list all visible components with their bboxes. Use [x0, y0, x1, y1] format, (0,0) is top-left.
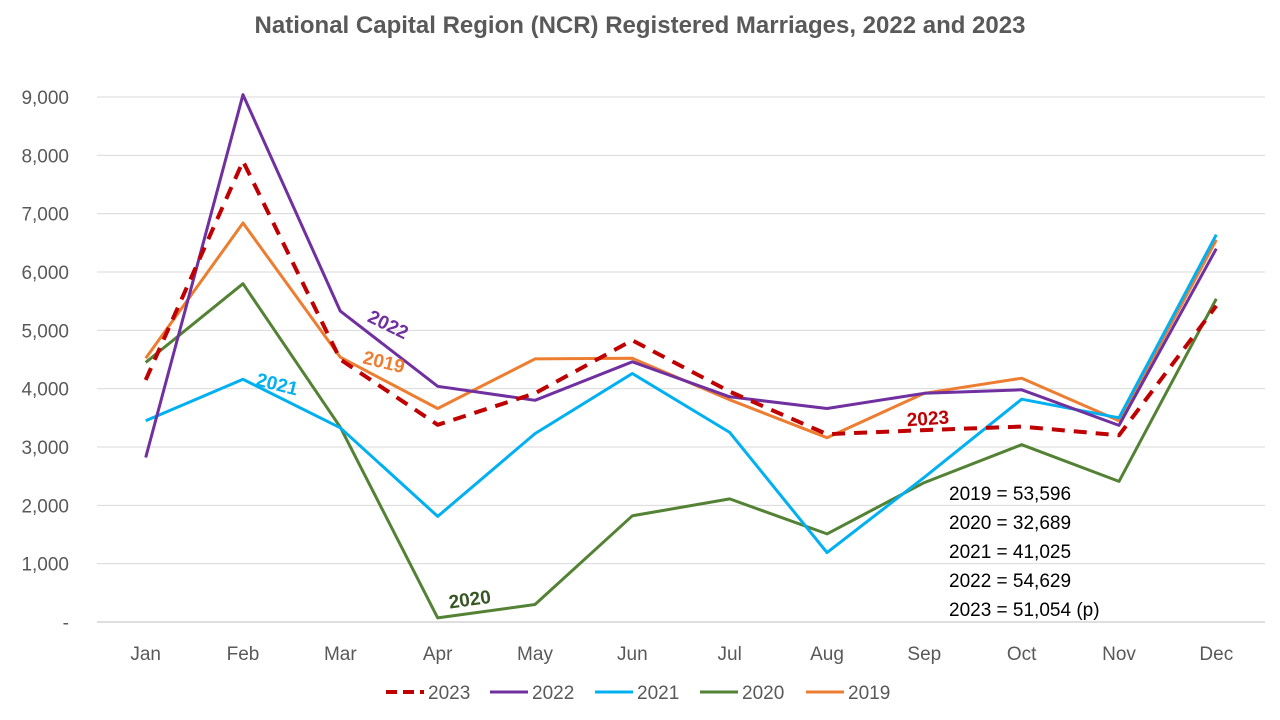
y-tick-label: 9,000: [21, 88, 69, 109]
legend-label-2021: 2021: [637, 683, 679, 704]
annual-total-line: 2022 = 54,629: [949, 571, 1071, 592]
legend-label-2022: 2022: [532, 683, 574, 704]
x-tick-label: Jan: [130, 644, 161, 665]
inline-label-2022: 2022: [364, 307, 411, 344]
inline-label-2019: 2019: [361, 348, 407, 379]
legend: 2023 2022 2021 2020 2019: [386, 683, 890, 704]
y-tick-label: 3,000: [21, 438, 69, 459]
y-tick-label: 2,000: [21, 496, 69, 517]
x-tick-label: Nov: [1102, 644, 1136, 665]
chart-title: National Capital Region (NCR) Registered…: [254, 12, 1026, 39]
inline-label-2020: 2020: [448, 587, 493, 614]
inline-label-2021: 2021: [254, 370, 301, 401]
series-line-2022: [144, 93, 1218, 458]
x-tick-label: May: [517, 644, 553, 665]
y-axis-ticks: - 1,000 2,000 3,000 4,000 5,000 6,000 7,000 8,00…: [21, 88, 69, 634]
y-tick-label: 7,000: [21, 205, 69, 226]
x-tick-label: Sep: [907, 644, 941, 665]
x-tick-label: Dec: [1199, 644, 1233, 665]
y-tick-label: 6,000: [21, 263, 69, 284]
x-tick-label: Apr: [423, 644, 453, 665]
x-axis-ticks: Jan Feb Mar Apr May Jun Jul Aug Sep Oct Nov Dec: [130, 644, 1233, 665]
legend-label-2020: 2020: [742, 683, 784, 704]
series-line-2023: [143, 159, 1218, 438]
x-tick-label: Feb: [227, 644, 260, 665]
x-tick-label: Mar: [324, 644, 357, 665]
annual-totals-annotation: 2019 = 53,596 2020 = 32,689 2021 = 41,025 2…: [949, 484, 1100, 621]
gridlines: [97, 96, 1265, 623]
legend-label-2019: 2019: [848, 683, 890, 704]
legend-label-2023: 2023: [428, 683, 470, 704]
y-tick-label: -: [63, 613, 69, 634]
annual-total-line: 2023 = 51,054 (p): [949, 600, 1100, 621]
annual-total-line: 2020 = 32,689: [949, 513, 1071, 534]
x-tick-label: Jul: [718, 644, 742, 665]
annual-total-line: 2019 = 53,596: [949, 484, 1071, 505]
annual-total-line: 2021 = 41,025: [949, 542, 1071, 563]
y-tick-label: 5,000: [21, 321, 69, 342]
series-line-2021: [145, 233, 1218, 555]
y-tick-label: 4,000: [21, 380, 69, 401]
y-tick-label: 1,000: [21, 555, 69, 576]
series-lines: [143, 93, 1218, 620]
x-tick-label: Jun: [617, 644, 648, 665]
inline-label-2023: 2023: [906, 407, 950, 431]
x-tick-label: Oct: [1007, 644, 1037, 665]
x-tick-label: Aug: [810, 644, 844, 665]
series-line-2020: [144, 282, 1218, 620]
y-tick-label: 8,000: [21, 146, 69, 167]
